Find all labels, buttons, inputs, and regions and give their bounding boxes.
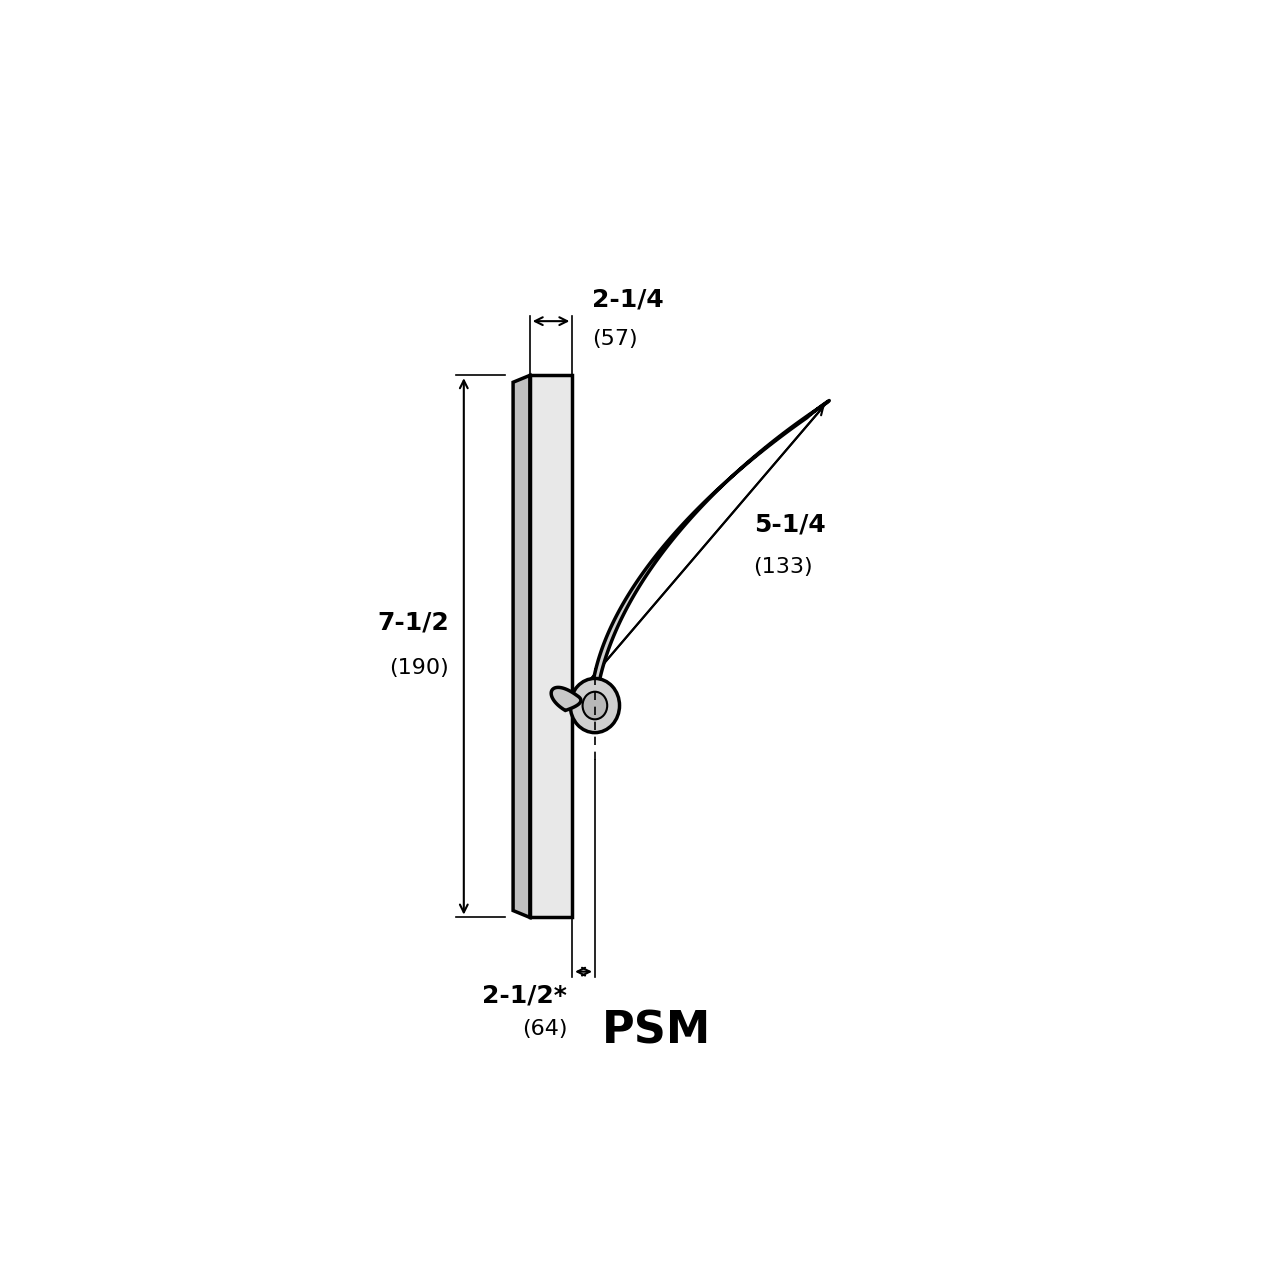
Ellipse shape xyxy=(571,678,620,732)
Text: 5-1/4: 5-1/4 xyxy=(754,513,826,538)
Polygon shape xyxy=(530,375,572,918)
Text: (133): (133) xyxy=(754,557,813,577)
Text: 7-1/2: 7-1/2 xyxy=(378,611,449,635)
Polygon shape xyxy=(513,375,530,918)
Text: 2-1/4: 2-1/4 xyxy=(591,287,664,311)
Text: (190): (190) xyxy=(389,658,449,678)
Text: 2-1/2*: 2-1/2* xyxy=(483,983,567,1007)
Polygon shape xyxy=(590,401,829,713)
Text: PSM: PSM xyxy=(602,1010,710,1052)
Text: (64): (64) xyxy=(522,1019,567,1039)
Text: (57): (57) xyxy=(591,329,637,349)
Polygon shape xyxy=(552,687,581,710)
Ellipse shape xyxy=(582,691,607,719)
